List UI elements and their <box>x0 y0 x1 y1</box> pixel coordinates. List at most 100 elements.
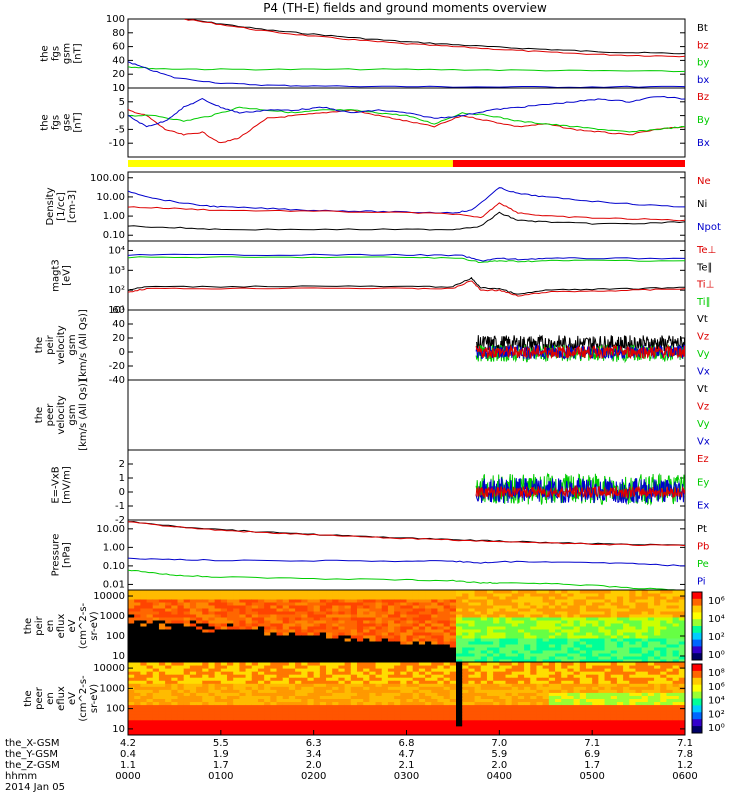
spec-cell <box>239 722 247 727</box>
spec-cell <box>196 590 203 594</box>
spec-cell <box>604 611 612 615</box>
spec-cell <box>635 650 643 654</box>
spec-cell <box>189 671 197 675</box>
spec-cell <box>486 725 494 730</box>
spec-cell <box>505 728 513 733</box>
spec-cell <box>567 731 575 735</box>
spec-cell <box>264 725 271 730</box>
spec-cell <box>177 704 185 709</box>
series-group <box>128 520 685 590</box>
spec-cell <box>319 596 327 600</box>
spec-cell <box>400 719 407 724</box>
spec-cell <box>604 674 612 678</box>
spec-cell <box>418 635 426 639</box>
spec-cell <box>282 590 290 594</box>
spec-cell <box>425 731 432 735</box>
spec-cell <box>202 602 209 606</box>
legend-Bx: Bx <box>697 138 710 149</box>
spec-cell <box>214 710 222 715</box>
spec-cell <box>387 596 395 600</box>
spec-cell <box>134 707 141 712</box>
spec-cell <box>350 632 358 636</box>
spec-cell <box>493 638 500 642</box>
spec-cell <box>394 716 401 721</box>
spec-cell <box>214 680 222 684</box>
spec-cell <box>604 614 612 618</box>
y-tick-label: 100 <box>106 631 125 642</box>
spec-cell <box>536 701 544 706</box>
spec-cell <box>189 698 197 703</box>
spec-cell <box>666 656 674 660</box>
spec-cell <box>369 620 377 624</box>
spec-cell <box>511 620 519 624</box>
spec-cell <box>140 671 148 675</box>
spec-cell <box>456 707 463 712</box>
spec-cell <box>387 653 395 657</box>
spec-cell <box>140 593 148 597</box>
spec-cell <box>319 659 327 662</box>
spec-cell <box>412 629 420 633</box>
spec-cell <box>319 620 327 624</box>
spec-cell <box>437 674 445 678</box>
spec-cell <box>635 665 643 669</box>
spec-cell <box>233 680 240 684</box>
spec-cell <box>344 719 352 724</box>
spec-cell <box>177 728 185 733</box>
spec-cell <box>641 662 649 666</box>
spec-cell <box>480 641 488 645</box>
spec-cell <box>486 683 494 687</box>
spec-cell <box>177 596 185 600</box>
spec-cell <box>666 599 674 603</box>
spec-cell <box>623 614 630 618</box>
spec-cell <box>251 677 259 681</box>
spec-cell <box>585 728 593 733</box>
spec-cell <box>338 629 346 633</box>
spec-cell <box>524 635 531 639</box>
spec-cell <box>598 629 606 633</box>
spec-cell <box>548 695 556 699</box>
spec-cell <box>381 686 389 690</box>
spec-cell <box>431 647 438 651</box>
spec-cell <box>567 671 575 675</box>
spec-cell <box>288 611 296 615</box>
colorbar-cell <box>692 632 702 641</box>
spec-cell <box>257 695 265 699</box>
spec-cell <box>555 710 562 715</box>
spec-cell <box>270 617 278 621</box>
spec-cell <box>449 608 457 612</box>
spec-cell <box>468 635 476 639</box>
spec-cell <box>394 617 401 621</box>
spec-cell <box>456 662 463 666</box>
spec-cell <box>493 680 500 684</box>
spec-cell <box>326 656 333 660</box>
spec-cell <box>264 632 271 636</box>
colorbar-cell <box>692 726 702 734</box>
legend-Vt: Vt <box>697 384 708 395</box>
spec-cell <box>425 677 432 681</box>
spec-cell <box>233 701 240 706</box>
spec-cell <box>165 641 172 645</box>
spec-cell <box>276 593 284 597</box>
spec-cell <box>654 662 661 666</box>
series-by <box>128 66 685 73</box>
spec-cell <box>344 701 352 706</box>
spec-cell <box>530 710 537 715</box>
series-Pt <box>128 520 685 546</box>
spec-cell <box>561 629 568 633</box>
spec-cell <box>462 644 469 648</box>
spec-cell <box>128 605 135 609</box>
spec-cell <box>641 602 649 606</box>
spec-cell <box>220 692 228 696</box>
spec-cell <box>400 701 407 706</box>
spec-cell <box>567 644 575 648</box>
spec-cell <box>394 593 401 597</box>
spec-cell <box>635 653 643 657</box>
spec-cell <box>140 695 148 699</box>
spec-cell <box>257 611 265 615</box>
spec-cell <box>400 638 407 642</box>
spec-cell <box>301 689 308 693</box>
spec-cell <box>344 605 352 609</box>
spec-cell <box>220 698 228 703</box>
